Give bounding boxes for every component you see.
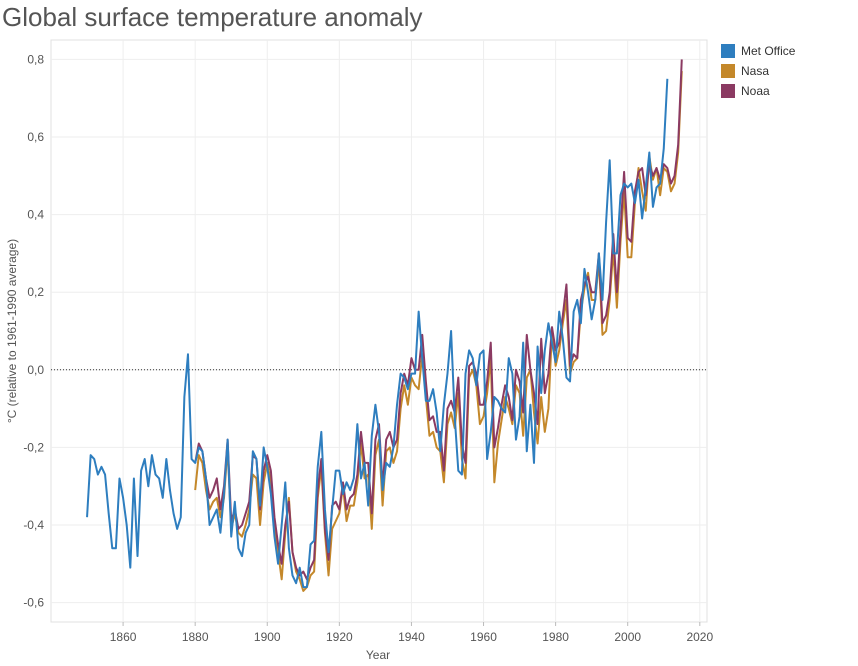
x-tick-label: 1920 [326, 630, 353, 644]
x-tick-label: 1940 [398, 630, 425, 644]
y-tick-label: 0,0 [27, 363, 44, 377]
legend-label: Met Office [741, 44, 796, 58]
y-tick-label: 0,2 [27, 285, 44, 299]
gridlines [51, 40, 707, 622]
x-tick-label: 1900 [254, 630, 281, 644]
x-axis-ticks: 1860 1880 1900 1920 1940 1960 1980 2000 2020 [110, 622, 713, 644]
x-tick-label: 1880 [182, 630, 209, 644]
x-axis-label: Year [366, 648, 390, 662]
chart-title: Global surface temperature anomaly [2, 2, 423, 32]
x-tick-label: 1960 [470, 630, 497, 644]
plot-frame [50, 39, 708, 623]
legend-swatch [721, 84, 735, 98]
legend-item-nasa[interactable]: Nasa [721, 61, 795, 81]
y-axis-label: °C (relative to 1961-1990 average) [5, 239, 19, 423]
legend-label: Nasa [741, 64, 770, 78]
x-tick-label: 1980 [542, 630, 569, 644]
legend: Met Office Nasa Noaa [721, 41, 795, 101]
legend-swatch [721, 64, 735, 78]
y-tick-label: 0,6 [27, 130, 44, 144]
y-tick-label: -0,2 [23, 440, 44, 454]
x-tick-label: 2000 [614, 630, 641, 644]
x-tick-label: 1860 [110, 630, 137, 644]
legend-swatch [721, 44, 735, 58]
y-tick-label: 0,8 [27, 52, 44, 66]
legend-item-noaa[interactable]: Noaa [721, 81, 795, 101]
series-line-met-office [86, 78, 669, 589]
y-tick-label: -0,6 [23, 596, 44, 610]
y-axis-ticks: -0,6 -0,4 -0,2 0,0 0,2 0,4 0,6 0,8 [23, 52, 44, 609]
y-tick-label: 0,4 [27, 208, 44, 222]
legend-item-met-office[interactable]: Met Office [721, 41, 795, 61]
x-tick-label: 2020 [686, 630, 713, 644]
series-line-nasa [194, 70, 683, 592]
series-lines [86, 59, 683, 592]
legend-label: Noaa [741, 84, 770, 98]
y-tick-label: -0,4 [23, 518, 44, 532]
